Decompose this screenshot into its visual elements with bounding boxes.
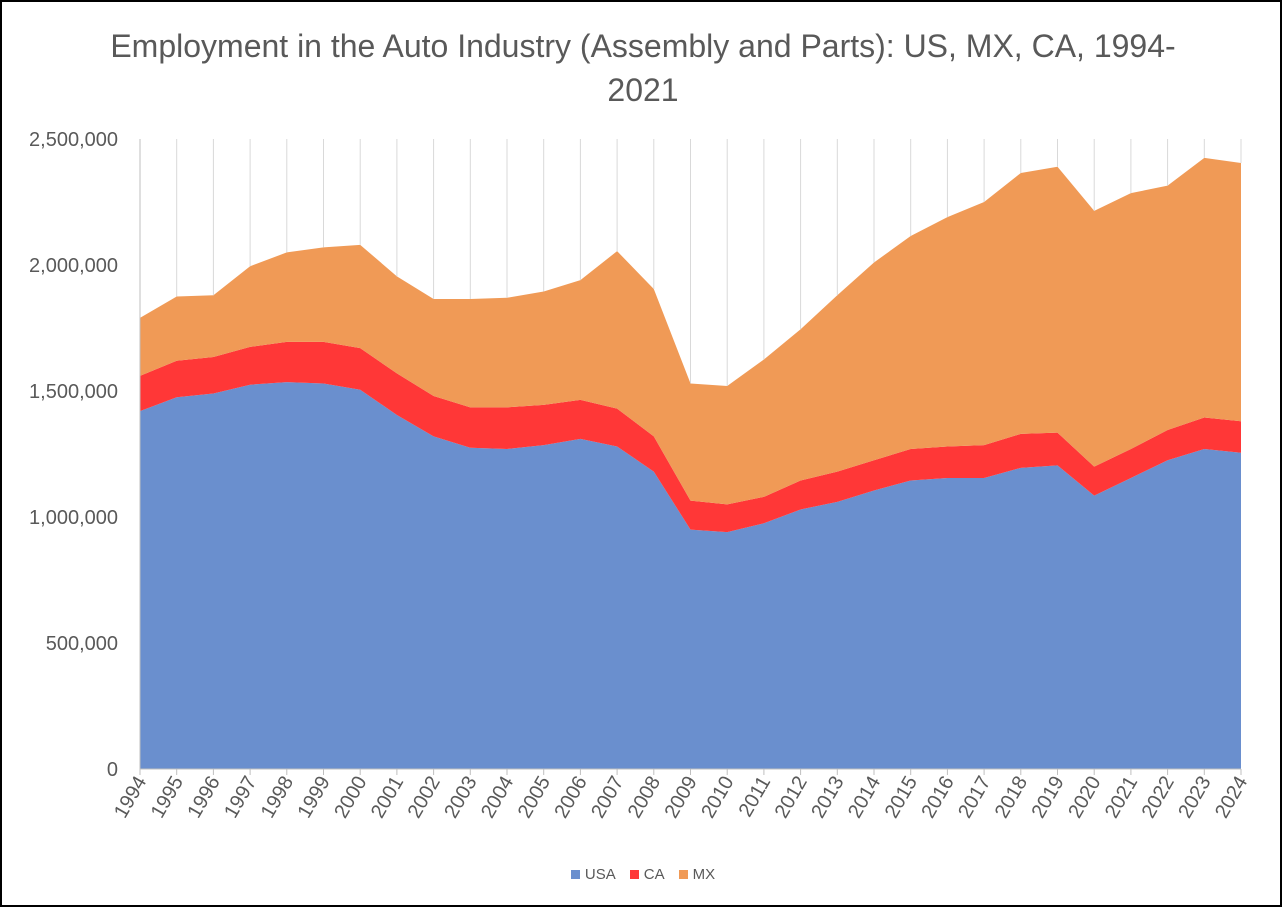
legend-swatch bbox=[570, 870, 580, 879]
x-tick-label: 2004 bbox=[477, 773, 518, 823]
y-tick-label: 1,500,000 bbox=[29, 381, 118, 403]
area-series-ca bbox=[140, 341, 1241, 533]
x-tick-label: 2001 bbox=[367, 773, 408, 823]
x-tick-label: 1999 bbox=[294, 773, 335, 823]
x-tick-label: 2010 bbox=[697, 773, 738, 823]
legend-swatch bbox=[629, 870, 639, 879]
legend: USA CA MX bbox=[2, 866, 1282, 883]
x-tick-label: 2015 bbox=[881, 773, 922, 823]
x-tick-label: 2023 bbox=[1174, 773, 1215, 823]
legend-item-mx: MX bbox=[678, 866, 716, 883]
x-tick-label: 2012 bbox=[771, 773, 812, 823]
x-tick-label: 2000 bbox=[330, 773, 371, 823]
x-tick-label: 1997 bbox=[220, 773, 261, 823]
x-tick-label: 2018 bbox=[991, 773, 1032, 823]
x-tick-label: 2017 bbox=[954, 773, 995, 823]
chart-title: Employment in the Auto Industry (Assembl… bbox=[110, 28, 1176, 108]
x-tick-label: 2009 bbox=[661, 773, 702, 823]
x-tick-label: 2003 bbox=[440, 773, 481, 823]
legend-item-usa: USA bbox=[570, 866, 616, 883]
x-tick-label: 2024 bbox=[1211, 773, 1252, 823]
x-tick-label: 2019 bbox=[1028, 773, 1069, 823]
area-series-usa bbox=[140, 382, 1241, 769]
area-series-mx bbox=[140, 157, 1241, 505]
legend-swatch bbox=[678, 870, 688, 879]
legend-item-ca: CA bbox=[629, 866, 665, 883]
legend-label: USA bbox=[584, 866, 616, 883]
x-tick-label: 1998 bbox=[257, 773, 298, 823]
x-tick-label: 1995 bbox=[147, 773, 188, 823]
x-tick-label: 2008 bbox=[624, 773, 665, 823]
x-tick-label: 2006 bbox=[550, 773, 591, 823]
x-tick-label: 2005 bbox=[514, 773, 555, 823]
y-tick-label: 500,000 bbox=[46, 633, 118, 655]
legend-label: CA bbox=[643, 866, 665, 883]
x-tick-label: 2011 bbox=[735, 773, 776, 821]
y-tick-label: 2,500,000 bbox=[29, 129, 118, 151]
x-tick-label: 2014 bbox=[844, 773, 885, 823]
x-tick-label: 2020 bbox=[1064, 773, 1105, 823]
x-tick-label: 2013 bbox=[807, 773, 848, 823]
x-tick-label: 2007 bbox=[587, 773, 628, 823]
x-tick-label: 2022 bbox=[1138, 773, 1179, 823]
legend-label: MX bbox=[692, 866, 716, 883]
y-tick-label: 1,000,000 bbox=[29, 507, 118, 529]
x-tick-label: 2016 bbox=[917, 773, 958, 823]
x-tick-label: 2021 bbox=[1101, 773, 1142, 823]
x-tick-label: 2002 bbox=[404, 773, 445, 823]
y-tick-label: 0 bbox=[107, 759, 118, 781]
x-tick-label: 1996 bbox=[183, 773, 224, 823]
y-tick-label: 2,000,000 bbox=[29, 255, 118, 277]
